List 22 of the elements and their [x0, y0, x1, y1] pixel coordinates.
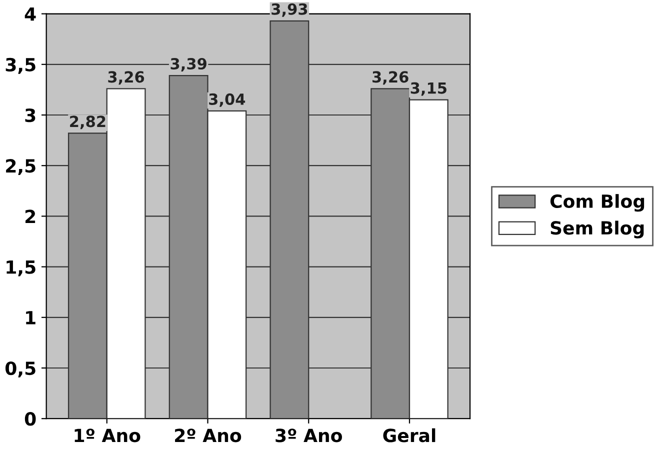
data-label: 3,15 — [410, 82, 446, 96]
data-label: 3,04 — [209, 93, 246, 107]
data-label: 2,82 — [70, 116, 106, 130]
y-tick-label: 1,5 — [6, 260, 36, 276]
x-tick-label: 1º Ano — [74, 428, 140, 442]
y-tick-label: 4 — [24, 7, 36, 21]
y-tick-label: 1 — [26, 311, 36, 324]
y-tick-label: 3 — [25, 108, 36, 122]
legend-label: Com Blog — [550, 194, 644, 212]
y-tick-label: 0,5 — [5, 361, 36, 378]
y-tick-label: 2,5 — [6, 159, 36, 176]
data-label: 3,26 — [372, 71, 408, 85]
y-tick-label: 3,5 — [6, 58, 36, 74]
data-label: 3,39 — [170, 58, 206, 72]
legend-label: Sem Blog — [550, 220, 644, 238]
x-tick-label: 2º Ano — [175, 428, 242, 442]
data-label: 3,26 — [108, 71, 144, 85]
data-label: 3,93 — [272, 3, 308, 17]
y-tick-label: 0 — [24, 412, 36, 426]
y-tick-label: 2 — [25, 210, 36, 224]
x-tick-label: Geral — [383, 428, 436, 442]
x-tick-label: 3º Ano — [276, 428, 342, 442]
